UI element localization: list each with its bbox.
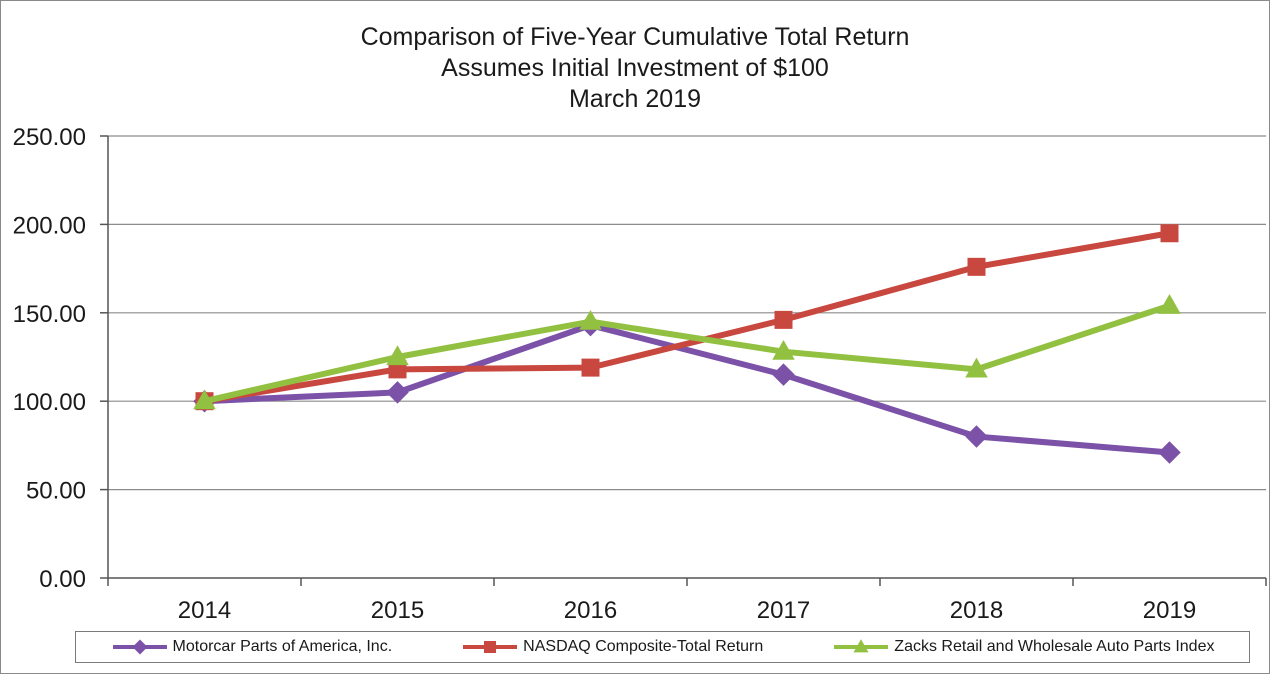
y-tick-label: 250.00	[13, 124, 86, 151]
x-tick-label: 2018	[950, 597, 1003, 624]
legend-label: Zacks Retail and Wholesale Auto Parts In…	[894, 638, 1215, 655]
data-point-square	[967, 257, 986, 276]
y-tick-label: 150.00	[13, 301, 86, 328]
data-point-square	[581, 358, 600, 377]
legend-swatch-diamond	[112, 639, 167, 655]
data-point-triangle	[1158, 294, 1181, 314]
data-point-square	[774, 310, 793, 329]
y-tick-label: 0.00	[39, 566, 86, 593]
tick-labels: 0.00 50.00 100.00 150.00 200.00 250.00 2014 201…	[13, 124, 1197, 624]
y-tick-label: 50.00	[26, 478, 86, 505]
y-tick-label: 100.00	[13, 389, 86, 416]
x-tick-label: 2014	[178, 597, 231, 624]
chart-title-line-2: Assumes Initial Investment of $100	[441, 54, 829, 82]
data-point-diamond	[772, 363, 795, 386]
data-point-triangle	[579, 309, 602, 330]
legend-swatch-marker	[484, 641, 497, 653]
data-point-diamond	[965, 425, 988, 448]
legend-item: NASDAQ Composite-Total Return	[461, 638, 763, 656]
legend-swatch-marker	[132, 639, 148, 655]
legend-item: Zacks Retail and Wholesale Auto Parts In…	[832, 638, 1214, 656]
chart-title-line-3: March 2019	[568, 85, 702, 113]
legend-swatch-square	[463, 641, 518, 653]
gridlines	[108, 135, 1266, 491]
x-tick-label: 2015	[371, 597, 424, 624]
chart-title-line-1: Comparison of Five-Year Cumulative Total…	[360, 23, 910, 51]
legend-swatch-triangle	[834, 639, 889, 653]
data-point-square	[1160, 224, 1179, 243]
legend: Motorcar Parts of America, Inc. NASDAQ Co…	[75, 631, 1250, 663]
data-point-triangle	[965, 357, 988, 378]
x-tick-label: 2019	[1143, 597, 1196, 624]
data-point-triangle	[386, 345, 409, 366]
legend-swatch-marker	[853, 639, 869, 653]
data-point-diamond	[1158, 441, 1181, 464]
data-point-diamond	[386, 381, 409, 404]
data-point-triangle	[772, 339, 795, 360]
x-tick-label: 2017	[757, 597, 810, 624]
legend-item: Motorcar Parts of America, Inc.	[111, 638, 393, 656]
series-2	[193, 294, 1181, 410]
series-line	[201, 230, 1173, 405]
legend-label: Motorcar Parts of America, Inc.	[172, 638, 393, 655]
series-line	[201, 302, 1173, 405]
data-point-triangle	[193, 389, 216, 410]
y-tick-label: 200.00	[13, 212, 86, 239]
series-lines	[193, 224, 1181, 464]
series-line	[201, 322, 1173, 456]
series-1	[195, 224, 1179, 411]
chart-title: Comparison of Five-Year Cumulative Total…	[0, 22, 1270, 115]
axes	[100, 135, 1267, 586]
x-tick-label: 2016	[564, 597, 617, 624]
legend-label: NASDAQ Composite-Total Return	[523, 638, 764, 655]
series-0	[193, 313, 1181, 464]
